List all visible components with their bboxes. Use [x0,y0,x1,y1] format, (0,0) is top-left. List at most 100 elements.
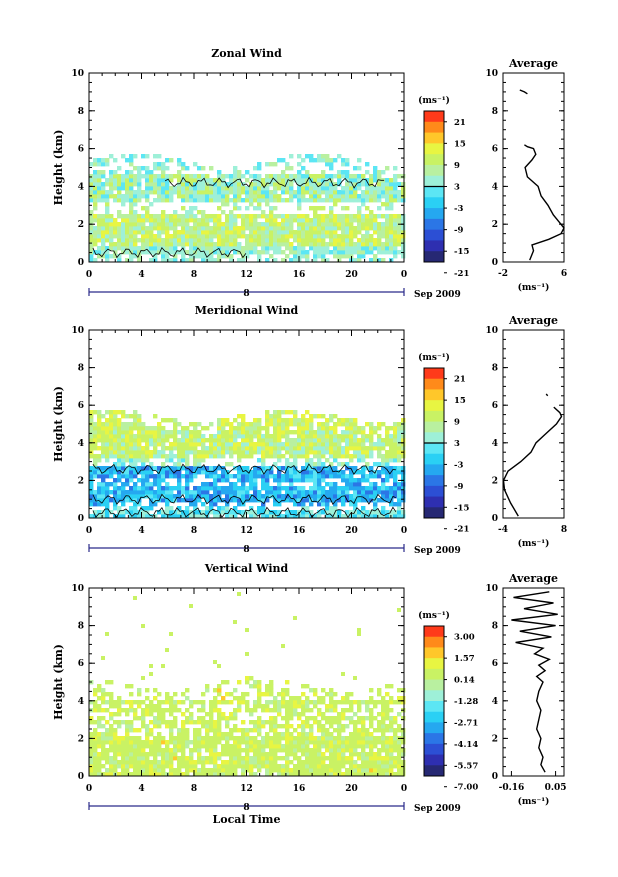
heatmap-cell [321,502,325,506]
heatmap-cell [257,752,261,756]
heatmap-cell [265,190,269,194]
heatmap-cell [253,242,257,246]
heatmap-cell [377,222,381,226]
heatmap-cell [257,764,261,768]
heatmap-cell [389,446,393,450]
heatmap-cell [357,430,361,434]
heatmap-cell [245,222,249,226]
heatmap-cell [105,720,109,724]
heatmap-cell [221,680,225,684]
heatmap-cell [309,230,313,234]
heatmap-cell [305,724,309,728]
heatmap-cell [185,732,189,736]
heatmap-cell [141,242,145,246]
heatmap-cell [221,490,225,494]
heatmap-cell [153,454,157,458]
heatmap-cell [113,736,117,740]
heatmap-cell [301,724,305,728]
heatmap-cell [357,764,361,768]
colorbar-swatch [424,240,444,251]
heatmap-cell [137,728,141,732]
heatmap-cell [397,470,401,474]
heatmap-cell [281,198,285,202]
heatmap-cell [241,214,245,218]
heatmap-cell [289,430,293,434]
heatmap-cell [285,190,289,194]
heatmap-cell [257,198,261,202]
heatmap-cell [185,194,189,198]
heatmap-cell [217,418,221,422]
heatmap-cell [309,154,313,158]
heatmap-cell [337,234,341,238]
heatmap-cell [169,246,173,250]
heatmap-cell [309,190,313,194]
heatmap-cell [109,680,113,684]
heatmap-cell [121,174,125,178]
heatmap-cell [321,242,325,246]
heatmap-cell [349,494,353,498]
heatmap-cell [169,764,173,768]
heatmap-cell [401,254,405,258]
heatmap-cell [169,214,173,218]
heatmap-cell [137,458,141,462]
heatmap-cell [197,450,201,454]
heatmap-cell [337,246,341,250]
heatmap-cell [169,732,173,736]
heatmap-cell [401,740,405,744]
heatmap-cell [277,242,281,246]
heatmap-cell [313,442,317,446]
heatmap-cell [141,230,145,234]
heatmap-cell [305,732,309,736]
heatmap-cell [349,748,353,752]
heatmap-cell [213,752,217,756]
heatmap-cell [281,170,285,174]
heatmap-cell [121,752,125,756]
heatmap-cell [389,202,393,206]
heatmap-cell [385,178,389,182]
heatmap-cell [189,190,193,194]
heatmap-cell [333,238,337,242]
heatmap-cell [169,198,173,202]
heatmap-cell [365,214,369,218]
heatmap-cell [197,222,201,226]
heatmap-cell [161,768,165,772]
heatmap-cell [125,760,129,764]
heatmap-cell [213,660,217,664]
heatmap-cell [109,430,113,434]
heatmap-cell [301,474,305,478]
heatmap-cell [237,422,241,426]
heatmap-cell [181,238,185,242]
heatmap-cell [117,494,121,498]
heatmap-cell [281,226,285,230]
heatmap-cell [169,446,173,450]
heatmap-cell [165,158,169,162]
heatmap-cell [273,422,277,426]
heatmap-cell [257,692,261,696]
heatmap-cell [133,506,137,510]
heatmap-cell [133,426,137,430]
heatmap-cell [317,214,321,218]
heatmap-cell [329,206,333,210]
heatmap-cell [149,486,153,490]
heatmap-cell [277,486,281,490]
x-tick-label: 4 [138,270,144,280]
heatmap-cell [185,226,189,230]
heatmap-cell [389,178,393,182]
heatmap-cell [173,752,177,756]
heatmap-cell [129,222,133,226]
heatmap-cell [169,632,173,636]
heatmap-cell [309,490,313,494]
heatmap-cell [125,222,129,226]
heatmap-cell [217,218,221,222]
heatmap-cell [157,234,161,238]
y-tick-label: 2 [78,734,84,744]
heatmap-cell [153,764,157,768]
heatmap-cell [329,190,333,194]
heatmap-cell [189,250,193,254]
heatmap-cell [361,700,365,704]
heatmap-cell [365,768,369,772]
heatmap-cell [181,234,185,238]
heatmap-cell [157,474,161,478]
heatmap-cell [361,458,365,462]
heatmap-cell [153,218,157,222]
